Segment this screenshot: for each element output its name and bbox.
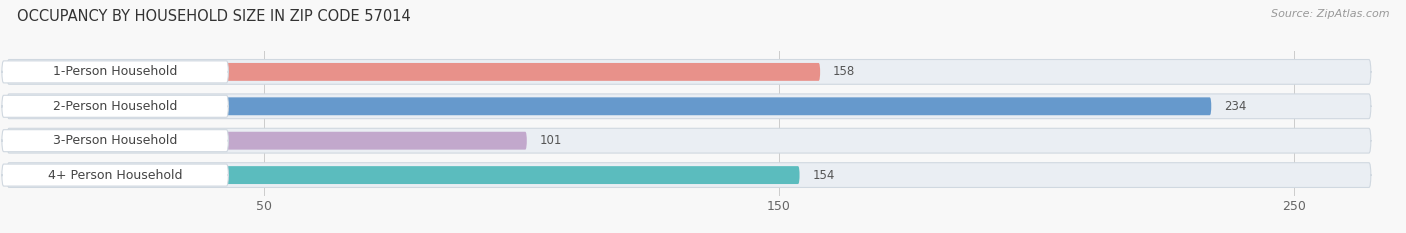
- Text: 2-Person Household: 2-Person Household: [53, 100, 177, 113]
- FancyBboxPatch shape: [7, 132, 527, 150]
- FancyBboxPatch shape: [7, 166, 800, 184]
- FancyBboxPatch shape: [1, 95, 228, 117]
- FancyBboxPatch shape: [7, 59, 1371, 84]
- Text: 158: 158: [832, 65, 855, 78]
- FancyBboxPatch shape: [7, 128, 1371, 153]
- FancyBboxPatch shape: [7, 94, 1371, 119]
- FancyBboxPatch shape: [7, 63, 820, 81]
- Text: OCCUPANCY BY HOUSEHOLD SIZE IN ZIP CODE 57014: OCCUPANCY BY HOUSEHOLD SIZE IN ZIP CODE …: [17, 9, 411, 24]
- Text: Source: ZipAtlas.com: Source: ZipAtlas.com: [1271, 9, 1389, 19]
- FancyBboxPatch shape: [7, 163, 1371, 188]
- Text: 154: 154: [813, 169, 835, 182]
- Text: 234: 234: [1225, 100, 1247, 113]
- FancyBboxPatch shape: [7, 97, 1212, 115]
- Text: 101: 101: [540, 134, 562, 147]
- Text: 3-Person Household: 3-Person Household: [53, 134, 177, 147]
- Text: 4+ Person Household: 4+ Person Household: [48, 169, 183, 182]
- Text: 1-Person Household: 1-Person Household: [53, 65, 177, 78]
- FancyBboxPatch shape: [1, 130, 228, 152]
- FancyBboxPatch shape: [1, 164, 228, 186]
- FancyBboxPatch shape: [1, 61, 228, 83]
